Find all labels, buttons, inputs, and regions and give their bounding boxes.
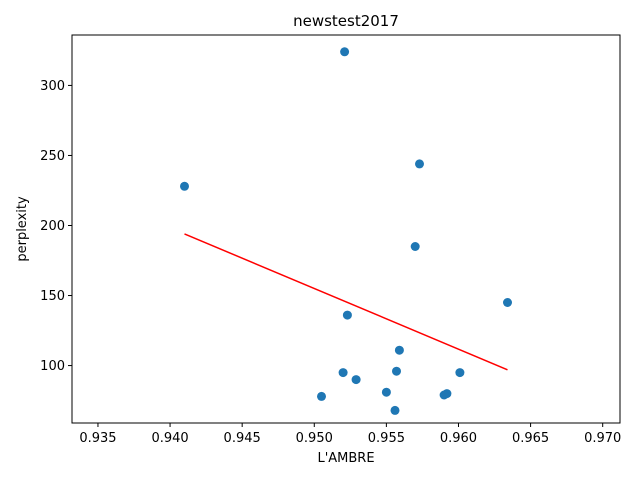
regression-line <box>184 233 508 371</box>
data-point <box>338 368 348 378</box>
y-axis-ticks: 100 150 200 250 300 <box>40 79 72 374</box>
y-tick-label: 150 <box>40 289 65 304</box>
chart-title: newstest2017 <box>293 12 399 30</box>
data-point <box>439 390 449 400</box>
y-tick-label: 100 <box>40 359 65 374</box>
data-point <box>503 298 512 307</box>
y-tick-label: 200 <box>40 219 65 234</box>
y-tick-label: 250 <box>40 149 65 164</box>
data-point <box>340 47 350 57</box>
axes-frame <box>71 34 621 424</box>
data-point <box>317 391 326 401</box>
plot-area <box>180 47 512 415</box>
x-tick-label: 0.965 <box>512 431 549 446</box>
x-tick-label: 0.940 <box>151 431 188 446</box>
data-point <box>381 387 391 397</box>
data-point <box>351 375 361 385</box>
x-tick-label: 0.970 <box>584 431 621 446</box>
y-axis-label: perplexity <box>15 196 30 262</box>
data-point <box>342 310 352 320</box>
data-point <box>390 405 400 415</box>
x-tick-label: 0.950 <box>296 431 333 446</box>
data-point <box>410 242 420 251</box>
x-tick-label: 0.935 <box>79 431 116 446</box>
y-tick-label: 300 <box>40 79 65 94</box>
data-point <box>415 159 424 169</box>
x-axis-label: L'AMBRE <box>317 451 374 466</box>
x-axis-ticks: 0.935 0.940 0.945 0.950 0.955 0.960 0.965 0.970 <box>79 423 621 446</box>
data-point <box>180 181 189 191</box>
x-tick-label: 0.945 <box>224 431 261 446</box>
data-point <box>455 368 465 378</box>
x-tick-label: 0.960 <box>440 431 477 446</box>
data-point <box>394 345 404 355</box>
data-point <box>392 366 401 376</box>
x-tick-label: 0.955 <box>368 431 405 446</box>
